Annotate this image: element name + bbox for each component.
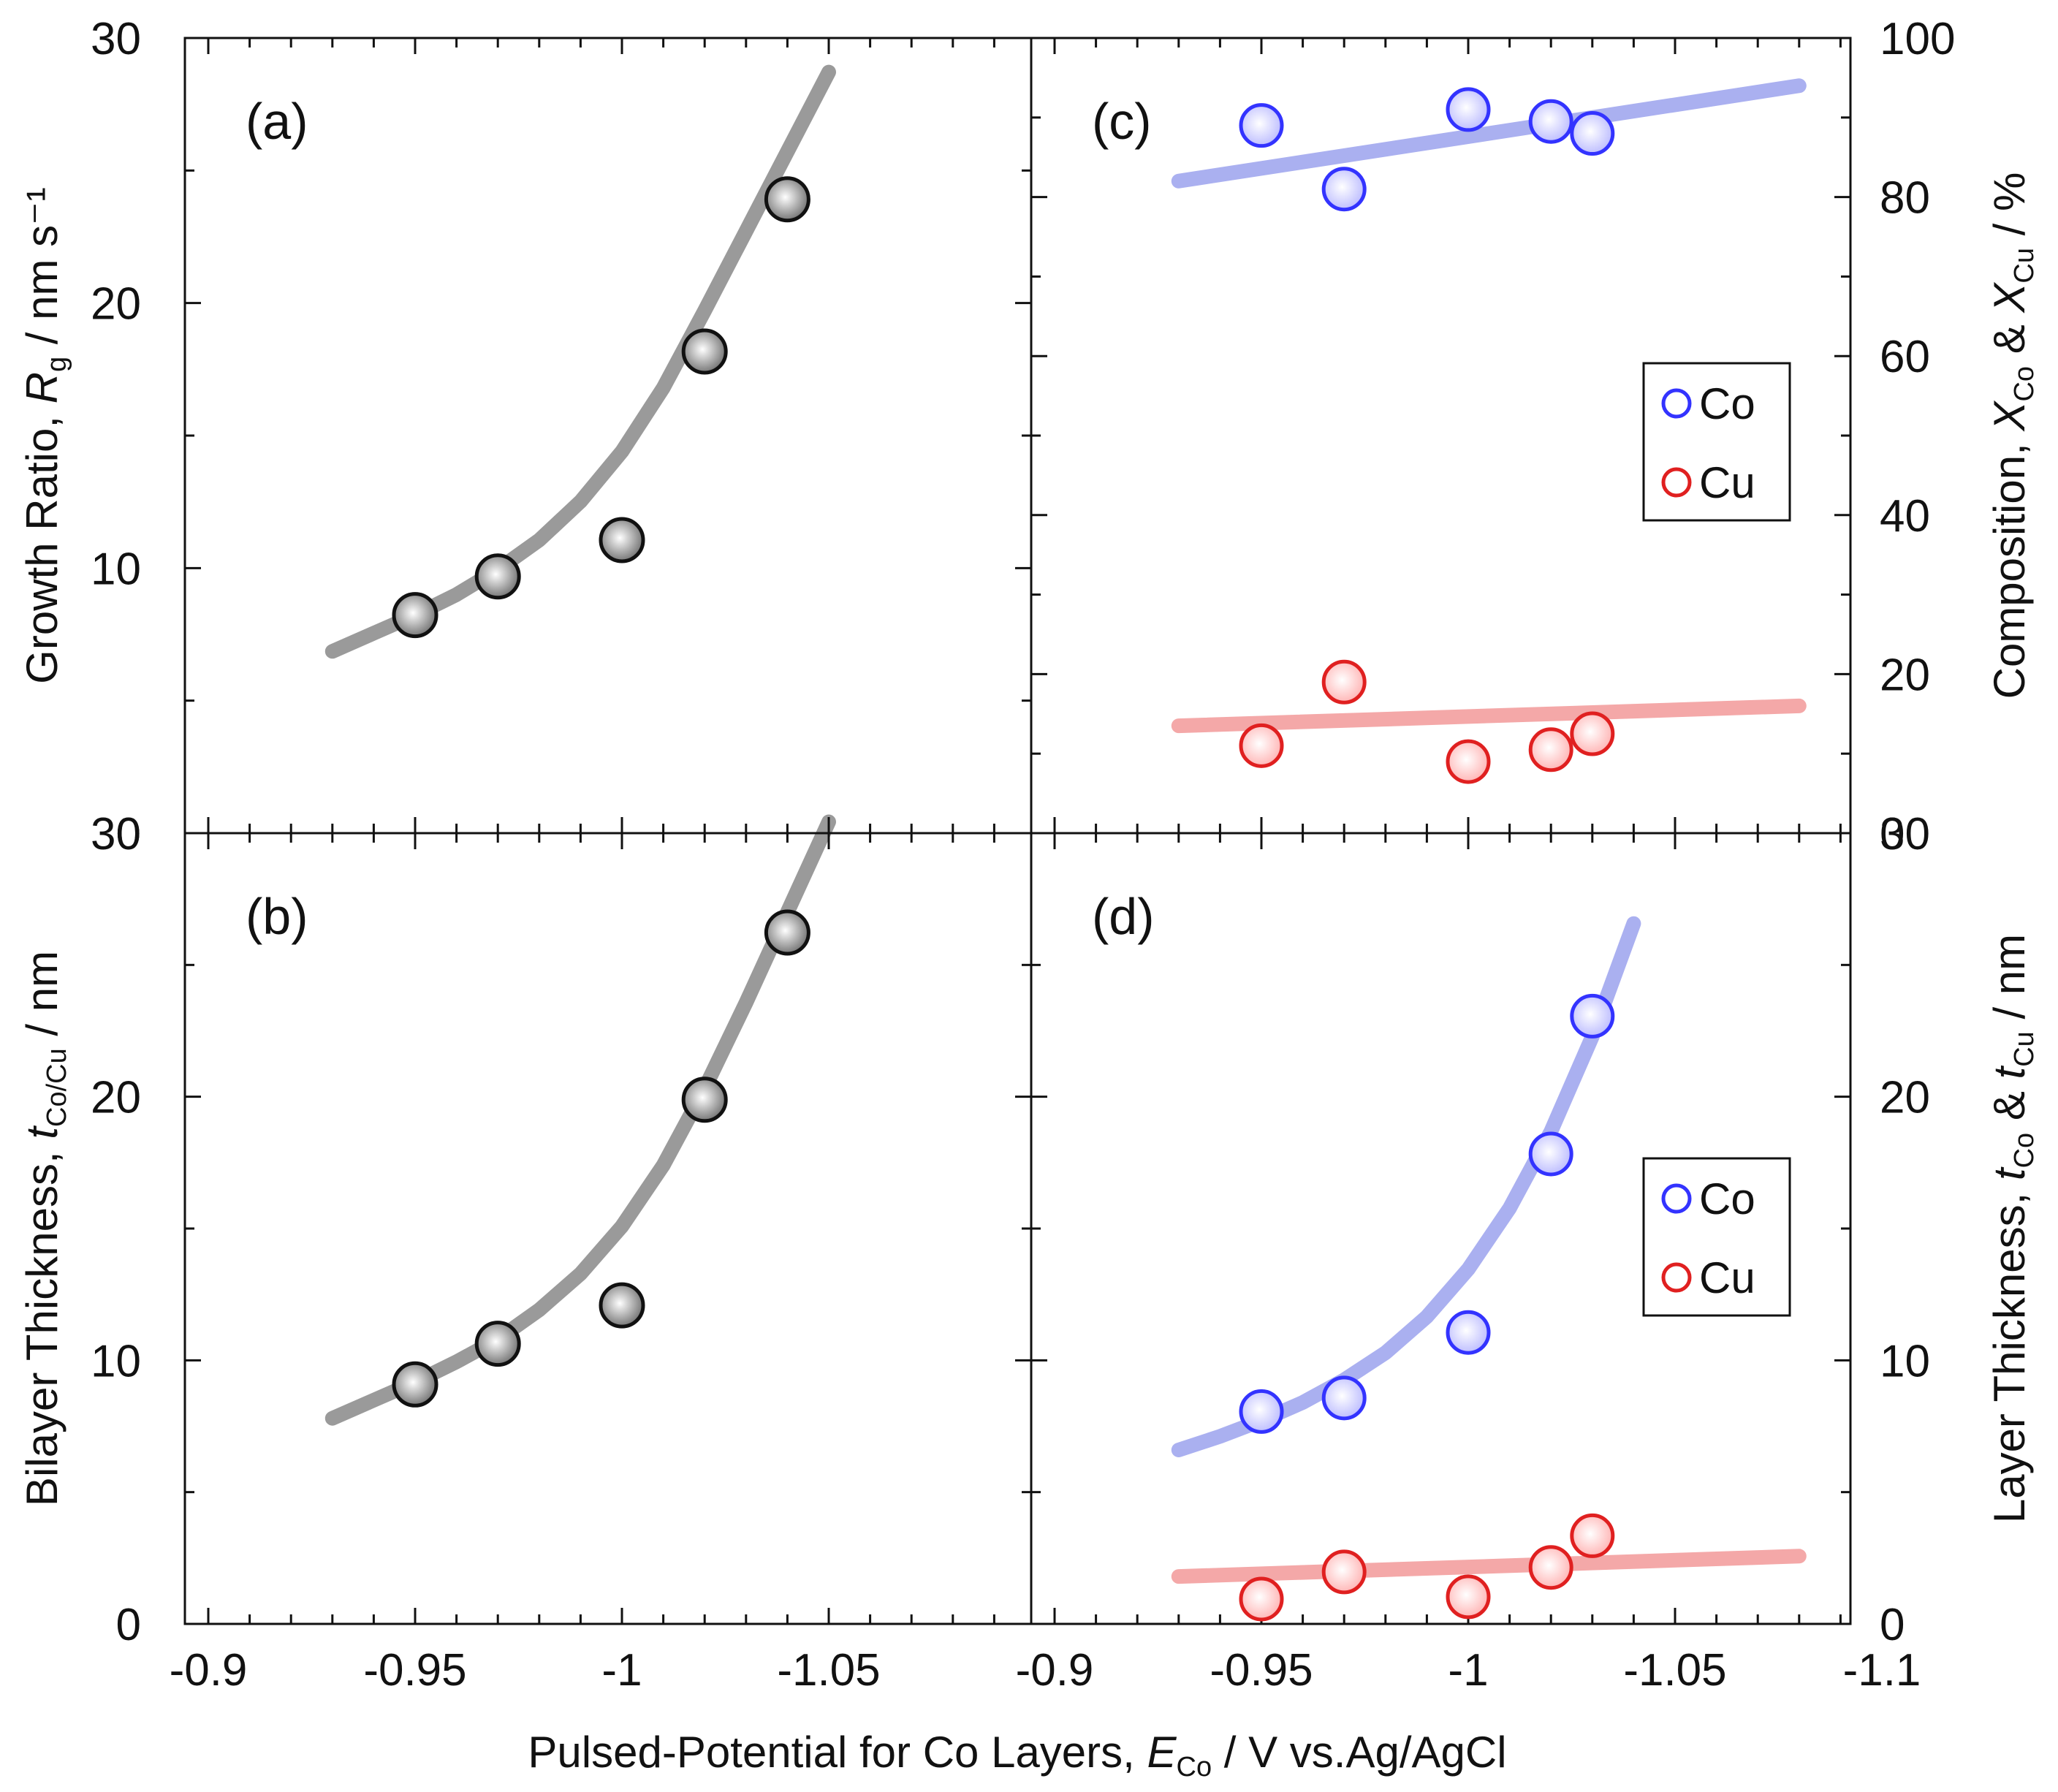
panel-c-legend-label-co: Co xyxy=(1699,379,1755,428)
panel-d-ytick-label: 30 xyxy=(1880,809,1930,859)
panel-d-point-co xyxy=(1239,1389,1284,1434)
panel-d-legend-marker-cu xyxy=(1661,1262,1692,1293)
panel-d-xtick-label: -1 xyxy=(1448,1645,1488,1696)
panel-c-point-cu xyxy=(1321,659,1367,705)
panel-c-point-cu xyxy=(1528,727,1573,772)
panel-a-ytick-label: 20 xyxy=(91,279,141,330)
panel-a-point-co-cu xyxy=(474,553,521,600)
panel-c-ytick-label: 40 xyxy=(1880,491,1930,542)
panel-c-legend-marker-co xyxy=(1661,388,1692,419)
panel-d-point-co xyxy=(1570,993,1615,1039)
panel-d-point-co xyxy=(1446,1310,1491,1355)
panel-c-point-cu xyxy=(1239,723,1284,768)
panel-d-xtick-label: -1.05 xyxy=(1623,1645,1726,1696)
panel-d-ytick-label: 0 xyxy=(1880,1600,1905,1650)
panel-c-ytick-label: 20 xyxy=(1880,650,1930,700)
panel-a-ytick-label: 0 xyxy=(116,809,141,859)
panel-c-point-cu xyxy=(1446,739,1491,784)
panel-d-ylabel: Layer Thickness, tCo & tCu / nm xyxy=(1985,934,2040,1523)
panel-d-point-cu xyxy=(1446,1574,1491,1620)
panel-b-point-co-cu xyxy=(599,1282,645,1329)
panel-b-fit-co-cu xyxy=(324,814,836,1426)
panel-d-xtick-label: -1.1 xyxy=(1843,1645,1921,1696)
panel-b-ytick-label: 0 xyxy=(116,1600,141,1650)
panel-c-legend-label-cu: Cu xyxy=(1699,458,1755,507)
panel-d-point-cu xyxy=(1321,1549,1367,1595)
x-axis-title: Pulsed-Potential for Co Layers, ECo / V … xyxy=(528,1728,1506,1782)
panel-d-point-co xyxy=(1321,1375,1367,1421)
panel-d-xtick-label: -0.95 xyxy=(1210,1645,1313,1696)
panel-d-fit-co xyxy=(1171,916,1641,1457)
panel-b-point-co-cu xyxy=(474,1321,521,1367)
panel-b-ytick-label: 20 xyxy=(91,1073,141,1123)
panel-b-ytick-label: 30 xyxy=(91,809,141,859)
panel-d-point-co xyxy=(1528,1131,1573,1177)
panel-c-fit-co xyxy=(1171,78,1807,189)
panel-d-legend-marker-co xyxy=(1661,1183,1692,1214)
panel-c-ytick-label: 0 xyxy=(1880,809,1905,859)
panel-c-label: (c) xyxy=(1092,93,1152,150)
panel-b-ytick-label: 10 xyxy=(91,1336,141,1386)
panel-d-xtick-label: -0.9 xyxy=(1016,1645,1094,1696)
panel-d-ytick-label: 20 xyxy=(1880,1073,1930,1123)
panel-a-ylabel: Growth Ratio, Rg / nm s⁻¹ xyxy=(18,187,72,684)
panel-c-point-co xyxy=(1446,87,1491,132)
panel-b-xtick-label: -1.05 xyxy=(777,1645,880,1696)
axis-ticks xyxy=(185,37,1850,1625)
panel-a-point-co-cu xyxy=(764,176,810,223)
panel-b-xtick-label: -0.95 xyxy=(363,1645,466,1696)
panel-b-xtick-label: -0.9 xyxy=(170,1645,248,1696)
panel-d-point-cu xyxy=(1528,1545,1573,1590)
panel-c-ytick-label: 100 xyxy=(1880,14,1955,64)
panel-a-ytick-label: 10 xyxy=(91,544,141,594)
panel-c-ytick-label: 80 xyxy=(1880,173,1930,224)
panel-d-legend-label-cu: Cu xyxy=(1699,1253,1755,1302)
panel-d-point-cu xyxy=(1570,1513,1615,1558)
panel-a-point-co-cu xyxy=(392,592,438,639)
panel-c-point-co xyxy=(1239,103,1284,148)
panel-c-ylabel: Composition, XCo & XCu / % xyxy=(1985,172,2040,699)
panel-b-point-co-cu xyxy=(681,1077,728,1123)
panel-d-legend-label-co: Co xyxy=(1699,1174,1755,1223)
panel-b-point-co-cu xyxy=(764,909,810,956)
panel-d-point-cu xyxy=(1239,1576,1284,1622)
panel-c-point-co xyxy=(1570,111,1615,156)
panel-c-point-co xyxy=(1528,99,1573,144)
panel-c-fit-cu xyxy=(1171,698,1807,734)
panel-c-legend-marker-cu xyxy=(1661,467,1692,498)
panel-b-point-co-cu xyxy=(392,1361,438,1408)
panel-a-point-co-cu xyxy=(599,517,645,563)
panel-c-ytick-label: 60 xyxy=(1880,332,1930,382)
data-points xyxy=(392,87,1615,1622)
panel-b-label: (b) xyxy=(246,888,308,945)
panel-d-label: (d) xyxy=(1092,888,1155,945)
panel-b-ylabel: Bilayer Thickness, tCo/Cu / nm xyxy=(18,951,72,1506)
panel-a-ytick-label: 30 xyxy=(91,14,141,64)
panel-c-point-cu xyxy=(1570,711,1615,756)
panel-a-label: (a) xyxy=(246,93,308,150)
panel-d-fit-cu xyxy=(1171,1549,1807,1584)
panel-d-ytick-label: 10 xyxy=(1880,1336,1930,1386)
panel-b-xtick-label: -1 xyxy=(601,1645,642,1696)
fit-curves xyxy=(324,64,1807,1584)
panel-a-fit-co-cu xyxy=(324,64,836,659)
panel-a-point-co-cu xyxy=(681,328,728,375)
panel-c-point-co xyxy=(1321,167,1367,212)
legends: Co Cu Co Cu xyxy=(1642,362,1791,1317)
text-labels: (a) 0 10 20 30 Growth Ratio, Rg / nm s⁻¹ (b) 0 1… xyxy=(18,14,2040,1782)
